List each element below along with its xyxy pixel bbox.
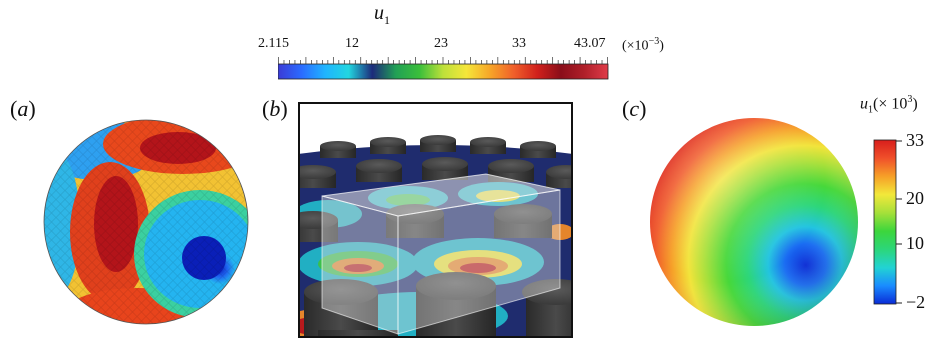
top-colorbar-tick-4: 43.07	[574, 36, 606, 51]
panel-c-sphere	[650, 118, 858, 326]
panel-b-translucent-box	[321, 173, 561, 335]
right-colorbar-tick-3: −2	[906, 292, 926, 312]
panel-b-label: (b)	[262, 96, 288, 121]
right-colorbar-tick-0: 33	[906, 130, 924, 150]
panel-b-render	[298, 102, 573, 338]
right-colorbar-tick-2: 10	[906, 233, 924, 253]
panel-b-pillars	[299, 135, 572, 337]
top-colorbar-title: u1	[374, 2, 390, 28]
panel-c-label: (c)	[622, 96, 647, 121]
right-colorbar-title: u1(× 103)	[860, 94, 918, 116]
right-colorbar-tick-1: 20	[906, 188, 924, 208]
top-colorbar-tick-1: 12	[345, 36, 359, 51]
top-colorbar-title-var: u	[374, 2, 384, 24]
top-colorbar-title-sub: 1	[384, 13, 390, 27]
top-colorbar-tick-2: 23	[434, 36, 448, 51]
top-colorbar-tick-0: 2.115	[258, 36, 289, 51]
top-colorbar-scale-note: (×10−3)	[622, 36, 664, 54]
panel-a-sphere	[43, 119, 249, 325]
right-colorbar-fill	[873, 139, 897, 305]
top-colorbar-tick-3: 33	[512, 36, 526, 51]
panel-a-label: (a)	[10, 96, 36, 121]
top-colorbar-minor-ticks	[278, 57, 608, 64]
top-colorbar	[278, 57, 609, 80]
right-colorbar	[873, 139, 902, 305]
top-colorbar-fill	[278, 63, 609, 80]
